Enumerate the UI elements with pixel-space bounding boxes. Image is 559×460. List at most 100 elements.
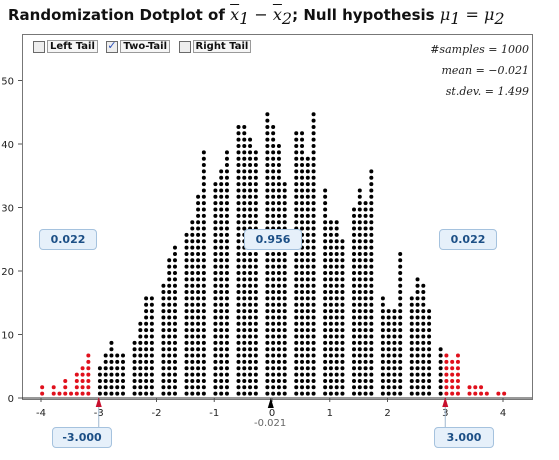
- data-dot: [144, 391, 149, 396]
- data-dot: [271, 220, 276, 225]
- data-dot: [271, 353, 276, 358]
- data-dot: [294, 251, 299, 256]
- data-dot: [248, 315, 253, 320]
- data-dot: [323, 201, 328, 206]
- data-dot: [144, 378, 149, 383]
- data-dot: [172, 328, 177, 333]
- data-dot: [340, 283, 345, 288]
- data-dot: [363, 232, 368, 237]
- data-dot: [282, 302, 287, 307]
- data-dot: [300, 372, 305, 377]
- data-dot: [392, 353, 397, 358]
- data-dot: [213, 213, 218, 218]
- data-dot: [184, 347, 189, 352]
- data-dot: [276, 220, 281, 225]
- data-dot: [352, 353, 357, 358]
- right-tail-proportion[interactable]: 0.022: [439, 229, 497, 250]
- data-dot: [380, 378, 385, 383]
- data-dot: [190, 264, 195, 269]
- data-dot: [334, 226, 339, 231]
- data-dot: [357, 251, 362, 256]
- data-dot: [421, 283, 426, 288]
- data-dot: [398, 271, 403, 275]
- data-dot: [190, 309, 195, 314]
- data-dot: [184, 251, 189, 256]
- data-dot: [357, 232, 362, 237]
- data-dot: [421, 321, 426, 326]
- data-dot: [294, 150, 299, 155]
- data-dot: [196, 194, 201, 199]
- data-dot: [328, 321, 333, 326]
- middle-proportion[interactable]: 0.956: [244, 229, 302, 250]
- data-dot: [311, 366, 316, 371]
- data-dot: [271, 277, 276, 282]
- data-dot: [323, 194, 328, 199]
- data-dot: [357, 347, 362, 352]
- data-dot: [276, 264, 281, 269]
- left-tail-option[interactable]: Left Tail: [33, 40, 98, 53]
- data-dot: [386, 378, 391, 383]
- data-dot: [421, 378, 426, 383]
- right-tail-checkbox[interactable]: [178, 40, 191, 53]
- data-dot: [132, 378, 137, 383]
- data-dot: [190, 251, 195, 256]
- data-dot: [224, 264, 229, 269]
- data-dot: [86, 366, 91, 371]
- data-dot: [409, 315, 414, 320]
- data-dot: [276, 188, 281, 193]
- data-dot: [138, 347, 143, 352]
- data-dot: [328, 334, 333, 339]
- data-dot: [328, 366, 333, 371]
- data-dot: [253, 283, 258, 288]
- data-dot: [167, 385, 172, 390]
- data-dot: [305, 207, 310, 212]
- right-tail-option[interactable]: Right Tail: [178, 40, 252, 53]
- data-dot: [242, 347, 247, 352]
- data-dot: [300, 353, 305, 358]
- data-dot: [427, 340, 432, 345]
- data-dot: [149, 372, 154, 377]
- data-dot: [132, 385, 137, 390]
- data-dot: [253, 359, 258, 364]
- data-dot: [201, 258, 206, 263]
- left-cutoff-box[interactable]: -3.000: [52, 427, 112, 448]
- data-dot: [242, 309, 247, 314]
- data-dot: [305, 283, 310, 288]
- data-dot: [224, 277, 229, 282]
- data-dot: [253, 296, 258, 301]
- left-tail-proportion[interactable]: 0.022: [39, 229, 97, 250]
- data-dot: [224, 391, 229, 396]
- data-dot: [172, 277, 177, 282]
- data-dot: [276, 277, 281, 282]
- y-tick-label: 40: [1, 140, 14, 151]
- right-cutoff-box[interactable]: 3.000: [434, 427, 494, 448]
- data-dot: [196, 213, 201, 218]
- left-tail-checkbox[interactable]: [33, 40, 45, 53]
- data-dot: [184, 277, 189, 282]
- data-dot: [357, 239, 362, 244]
- data-dot: [224, 201, 229, 206]
- data-dot: [282, 334, 287, 339]
- data-dot: [421, 290, 426, 295]
- data-dot: [328, 347, 333, 352]
- data-dot: [311, 194, 316, 199]
- data-dot: [305, 321, 310, 326]
- data-dot: [386, 309, 391, 314]
- data-dot: [219, 347, 224, 352]
- data-dot: [294, 144, 299, 148]
- data-dot: [282, 309, 287, 314]
- data-dot: [190, 359, 195, 364]
- data-dot: [415, 309, 420, 314]
- two-tail-checkbox[interactable]: [106, 39, 119, 53]
- data-dot: [219, 328, 224, 333]
- data-dot: [144, 309, 149, 314]
- data-dot: [276, 366, 281, 371]
- data-dot: [398, 251, 403, 256]
- data-dot: [167, 296, 172, 301]
- data-dot: [253, 220, 258, 225]
- data-dot: [311, 137, 316, 142]
- data-dot: [363, 315, 368, 320]
- data-dot: [323, 321, 328, 326]
- two-tail-option[interactable]: Two-Tail: [106, 39, 171, 53]
- data-dot: [224, 347, 229, 352]
